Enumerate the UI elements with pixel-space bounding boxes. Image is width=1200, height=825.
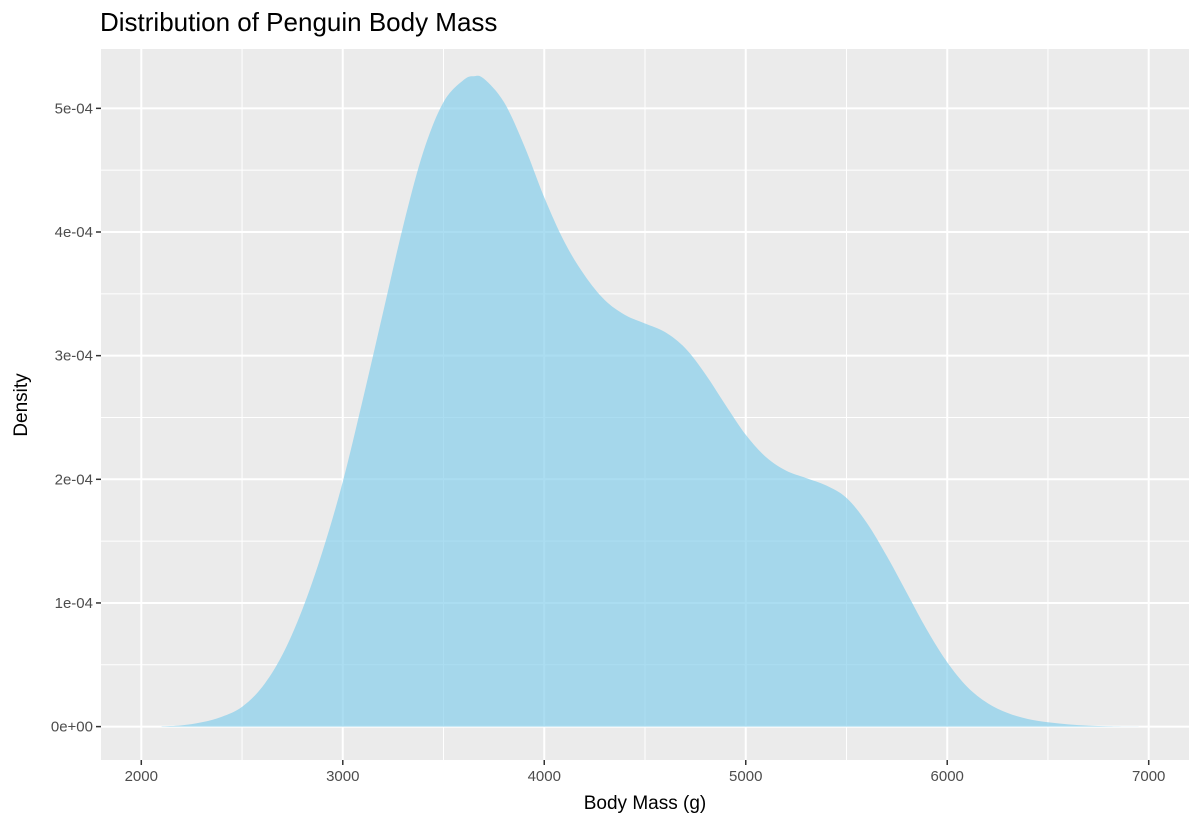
y-tick-label: 5e-04	[55, 100, 93, 117]
x-tick-label: 3000	[326, 768, 359, 785]
chart-title: Distribution of Penguin Body Mass	[100, 7, 497, 37]
y-axis-title: Density	[11, 373, 32, 437]
x-tick-label: 7000	[1132, 768, 1165, 785]
x-axis: 2000 3000 4000 5000 6000 7000	[125, 760, 1165, 785]
density-area	[161, 75, 1139, 727]
x-axis-title: Body Mass (g)	[584, 793, 706, 814]
x-tick-label: 2000	[125, 768, 158, 785]
x-tick-label: 4000	[528, 768, 561, 785]
y-tick-label: 0e+00	[51, 719, 93, 736]
y-tick-label: 1e-04	[55, 595, 93, 612]
grid-major	[101, 49, 1189, 760]
x-tick-label: 6000	[931, 768, 964, 785]
x-tick-label: 5000	[729, 768, 762, 785]
y-tick-label: 4e-04	[55, 224, 93, 241]
y-tick-label: 3e-04	[55, 348, 93, 365]
y-tick-label: 2e-04	[55, 471, 93, 488]
y-axis: 0e+00 1e-04 2e-04 3e-04 4e-04 5e-04	[51, 100, 101, 736]
